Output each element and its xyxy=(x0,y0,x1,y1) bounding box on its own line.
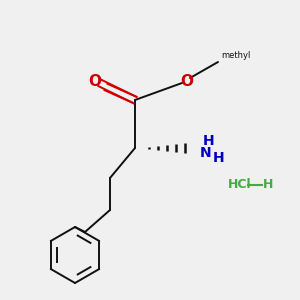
Text: O: O xyxy=(181,74,194,88)
Text: HCl: HCl xyxy=(228,178,252,191)
Text: N: N xyxy=(200,146,212,160)
Text: H: H xyxy=(263,178,273,191)
Text: H: H xyxy=(213,151,225,165)
Text: O: O xyxy=(88,74,101,88)
Text: methyl: methyl xyxy=(221,52,250,61)
Text: H: H xyxy=(203,134,214,148)
